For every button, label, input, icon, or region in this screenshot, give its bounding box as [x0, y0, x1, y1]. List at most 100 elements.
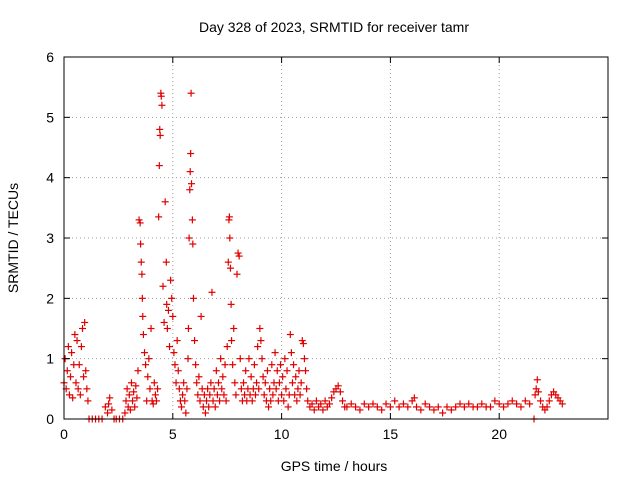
x-axis-label: GPS time / hours: [281, 458, 388, 474]
y-tick-label: 5: [46, 109, 54, 125]
data-point: [65, 391, 73, 399]
data-point: [145, 355, 153, 363]
data-point: [195, 373, 203, 381]
data-point: [447, 406, 455, 414]
data-point: [161, 198, 169, 206]
data-point: [558, 400, 566, 408]
data-point: [434, 403, 442, 411]
data-point: [84, 397, 92, 405]
data-point: [137, 240, 145, 248]
data-point: [189, 240, 197, 248]
data-point: [122, 397, 130, 405]
data-point: [287, 349, 295, 357]
data-point: [125, 391, 133, 399]
data-point: [231, 379, 239, 387]
data-point: [300, 355, 308, 363]
data-point: [133, 394, 141, 402]
data-point: [201, 409, 209, 417]
data-point: [186, 186, 194, 194]
y-tick-label: 2: [46, 290, 54, 306]
data-point: [283, 367, 291, 375]
data-point: [187, 89, 195, 97]
data-point: [292, 373, 300, 381]
data-point: [80, 373, 88, 381]
data-point: [139, 331, 147, 339]
data-point: [204, 385, 212, 393]
data-point: [247, 373, 255, 381]
data-point: [164, 306, 172, 314]
data-point: [240, 379, 248, 387]
data-point: [72, 379, 80, 387]
data-point: [294, 385, 302, 393]
data-point: [141, 349, 149, 357]
data-point: [347, 400, 355, 408]
data-point: [545, 397, 553, 405]
data-point: [137, 258, 145, 266]
data-point: [508, 397, 516, 405]
x-tick-label: 5: [169, 426, 177, 442]
data-point: [67, 373, 75, 381]
data-point: [229, 361, 237, 369]
tick-marks: [63, 56, 608, 420]
data-point: [197, 312, 205, 320]
data-point: [179, 391, 187, 399]
data-point: [258, 355, 266, 363]
data-point: [281, 355, 289, 363]
y-axis-label: SRMTID / TECUs: [5, 183, 21, 293]
data-point: [257, 337, 265, 345]
data-point: [83, 385, 91, 393]
data-point: [421, 400, 429, 408]
data-point: [225, 213, 233, 221]
data-point: [230, 325, 238, 332]
data-point: [217, 355, 225, 363]
data-point: [186, 168, 194, 176]
data-point: [167, 276, 175, 284]
data-point: [251, 391, 259, 399]
data-point: [386, 403, 394, 411]
data-point: [288, 379, 296, 387]
data-point: [105, 400, 113, 408]
data-point: [303, 385, 311, 393]
data-point: [74, 385, 82, 393]
data-point: [295, 367, 303, 375]
data-point: [517, 403, 525, 411]
data-point: [232, 391, 240, 399]
data-point: [194, 391, 202, 399]
data-point: [68, 349, 76, 357]
data-point: [130, 388, 138, 396]
x-tick-label: 0: [60, 426, 68, 442]
data-point: [192, 361, 200, 369]
data-point: [172, 379, 180, 387]
data-point: [163, 300, 171, 308]
data-point: [81, 318, 89, 326]
data-point: [108, 406, 116, 414]
data-point: [500, 403, 508, 411]
data-point: [443, 403, 451, 411]
data-point: [302, 367, 310, 375]
data-point: [255, 385, 263, 393]
data-point: [138, 294, 146, 302]
data-point: [271, 349, 279, 357]
data-point: [180, 379, 188, 387]
data-point: [426, 403, 434, 411]
data-point: [132, 382, 140, 390]
data-point: [64, 343, 72, 351]
data-point: [166, 343, 174, 351]
data-point: [382, 400, 390, 408]
data-point: [220, 391, 228, 399]
data-point: [356, 406, 364, 414]
data-point: [282, 385, 290, 393]
data-point: [209, 397, 217, 405]
data-point: [277, 361, 285, 369]
data-point: [279, 373, 287, 381]
data-point: [273, 367, 281, 375]
data-point: [155, 162, 163, 170]
data-point: [486, 403, 494, 411]
data-point: [242, 367, 250, 375]
data-point: [325, 400, 333, 408]
data-point: [207, 379, 215, 387]
data-point: [430, 406, 438, 414]
data-point: [159, 282, 167, 290]
data-point: [212, 367, 220, 375]
data-point: [75, 361, 83, 369]
